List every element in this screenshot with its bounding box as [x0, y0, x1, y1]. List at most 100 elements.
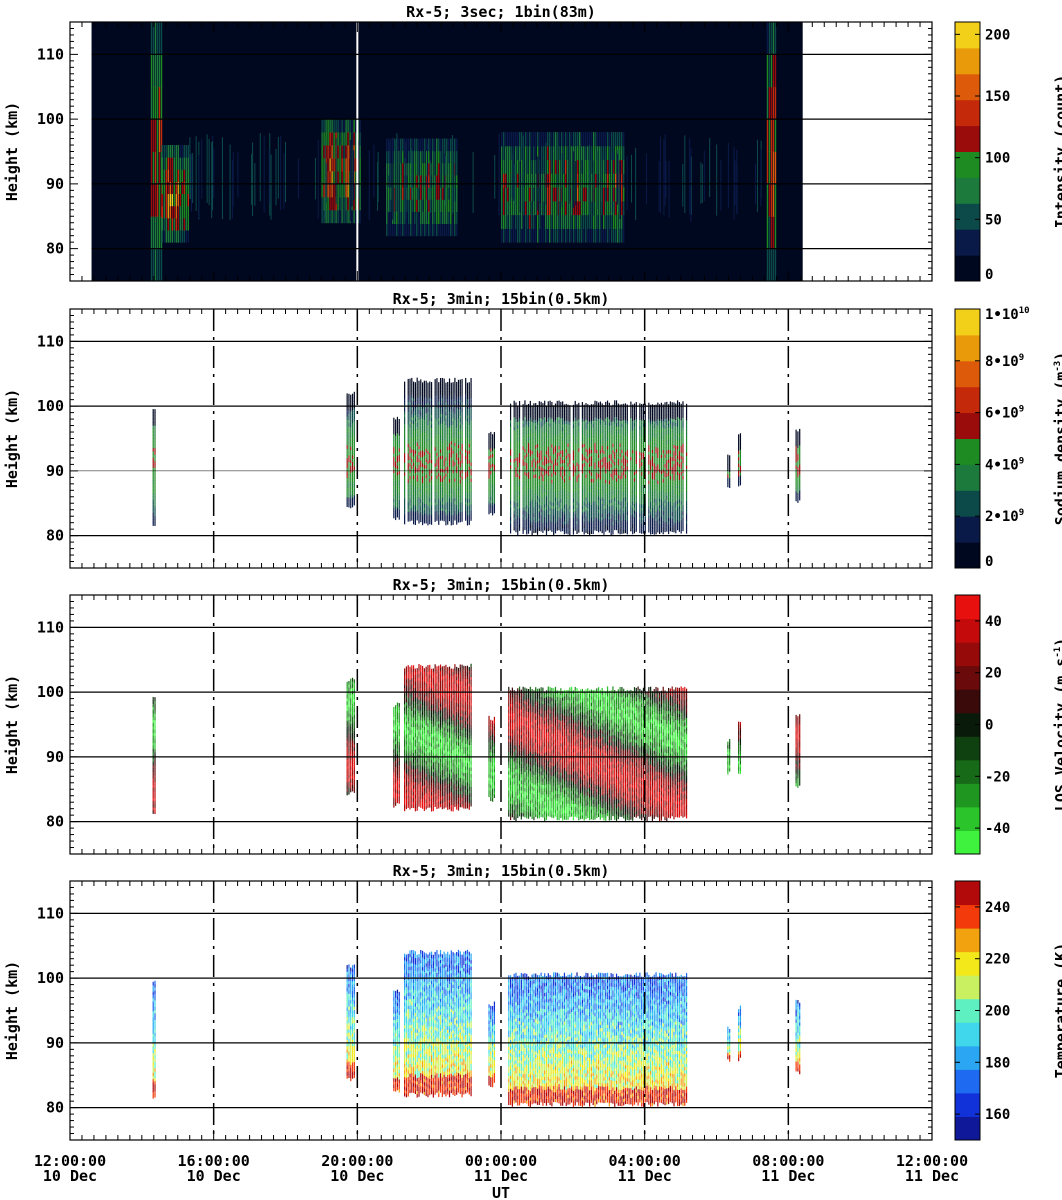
profile-cell	[531, 515, 533, 520]
profile-cell	[531, 408, 533, 413]
profile-cell	[556, 494, 558, 499]
profile-cell	[436, 387, 438, 392]
profile-cell	[490, 441, 492, 446]
profile-cell	[518, 472, 521, 476]
profile-cell	[535, 412, 537, 417]
profile-cell	[438, 518, 440, 522]
profile-cell	[522, 449, 524, 453]
count-cell	[169, 157, 171, 170]
profile-cell	[447, 388, 449, 393]
count-cell	[329, 145, 331, 159]
profile-cell	[545, 447, 548, 452]
profile-cell	[436, 459, 438, 463]
profile-cell	[429, 430, 431, 434]
count-cell	[179, 205, 181, 219]
faint-strip	[263, 136, 265, 213]
faint-strip	[396, 133, 398, 212]
profile-cell	[565, 475, 567, 479]
count-cell	[446, 138, 448, 152]
profile-cell	[549, 436, 551, 440]
profile-cell	[553, 440, 555, 445]
count-cell	[621, 159, 623, 174]
profile-cell	[556, 407, 558, 411]
profile-cell	[515, 480, 517, 484]
profile-cell	[492, 486, 494, 490]
count-cell	[412, 162, 414, 176]
count-cell	[573, 132, 575, 147]
count-cell	[321, 157, 323, 172]
profile-cell	[445, 444, 447, 448]
count-cell	[507, 187, 509, 202]
profile-cell	[527, 410, 530, 414]
profile-cell	[434, 485, 436, 490]
profile-cell	[154, 515, 156, 520]
profile-cell	[574, 510, 576, 515]
profile-cell	[348, 455, 350, 459]
profile-cell	[353, 391, 355, 396]
count-cell	[517, 173, 519, 188]
count-cell	[424, 174, 426, 188]
profile-cell	[409, 462, 411, 467]
profile-cell	[515, 502, 517, 507]
profile-cell	[452, 446, 454, 451]
count-cell	[525, 173, 527, 188]
profile-cell	[529, 410, 531, 415]
profile-cell	[531, 441, 533, 445]
count-cell	[402, 150, 404, 164]
profile-cell	[407, 424, 409, 428]
profile-cell	[351, 396, 354, 401]
count-cell	[768, 183, 771, 217]
count-cell	[420, 187, 422, 200]
profile-cell	[465, 439, 467, 444]
faint-strip	[191, 153, 193, 212]
profile-cell	[441, 507, 443, 511]
profile-cell	[413, 465, 415, 470]
count-cell	[507, 159, 509, 174]
profile-cell	[439, 377, 442, 382]
count-cell	[325, 145, 327, 159]
profile-cell	[421, 388, 424, 393]
profile-cell	[416, 429, 418, 433]
profile-cell	[430, 446, 433, 451]
profile-cell	[351, 432, 354, 437]
profile-cell	[493, 441, 496, 446]
profile-cell	[465, 475, 467, 479]
profile-cell	[524, 503, 526, 508]
faint-strip	[727, 142, 729, 209]
profile-cell	[346, 425, 348, 430]
profile-cell	[447, 485, 449, 490]
profile-cell	[540, 408, 542, 412]
profile-cell	[353, 414, 355, 418]
count-cell	[456, 150, 458, 164]
profile-cell	[430, 462, 433, 467]
count-cell	[154, 22, 157, 55]
profile-cell	[351, 464, 354, 469]
count-cell	[422, 223, 424, 237]
profile-cell	[420, 414, 422, 419]
profile-cell	[353, 463, 355, 467]
profile-cell	[465, 471, 467, 476]
profile-cell	[567, 508, 569, 512]
profile-cell	[465, 426, 467, 431]
count-cell	[563, 200, 565, 216]
profile-cell	[554, 520, 557, 524]
profile-cell	[531, 453, 533, 458]
count-cell	[327, 119, 329, 133]
profile-cell	[416, 503, 418, 508]
profile-cell	[348, 445, 350, 450]
profile-cell	[533, 422, 535, 427]
profile-cell	[533, 484, 535, 488]
count-cell	[555, 200, 557, 216]
count-cell	[501, 132, 503, 147]
profile-cell	[439, 400, 442, 405]
profile-cell	[409, 495, 411, 499]
profile-cell	[414, 424, 416, 428]
profile-cell	[443, 465, 445, 470]
profile-cell	[413, 520, 415, 525]
profile-cell	[562, 430, 564, 435]
profile-cell	[526, 495, 528, 499]
profile-cell	[572, 437, 575, 441]
profile-cell	[434, 427, 436, 432]
count-cell	[549, 173, 551, 188]
profile-cell	[456, 411, 458, 415]
